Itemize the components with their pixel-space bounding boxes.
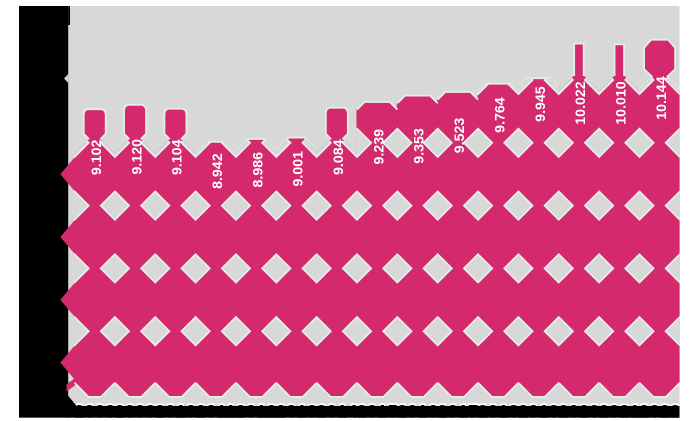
svg-text:9.239: 9.239 — [371, 129, 387, 165]
svg-text:2020: 2020 — [558, 401, 599, 421]
svg-text:2011: 2011 — [196, 401, 236, 421]
svg-text:9.120: 9.120 — [129, 139, 145, 175]
svg-text:9.102: 9.102 — [89, 140, 105, 176]
svg-text:9.523: 9.523 — [452, 118, 468, 154]
svg-text:2018: 2018 — [478, 401, 519, 421]
svg-text:2017: 2017 — [437, 401, 478, 421]
svg-text:10.144: 10.144 — [654, 76, 670, 120]
svg-text:2008: 2008 — [74, 401, 115, 421]
svg-text:2016: 2016 — [397, 401, 438, 421]
svg-text:2014: 2014 — [316, 401, 358, 421]
svg-text:2022: 2022 — [639, 401, 680, 421]
svg-text:2019: 2019 — [518, 401, 559, 421]
svg-text:9.001: 9.001 — [291, 151, 307, 187]
svg-text:8.942: 8.942 — [210, 153, 226, 189]
svg-text:9.104: 9.104 — [170, 139, 186, 175]
svg-text:2009: 2009 — [114, 401, 155, 421]
svg-text:9.764: 9.764 — [492, 97, 508, 133]
svg-text:9.353: 9.353 — [412, 128, 428, 164]
svg-text:8.986: 8.986 — [250, 152, 266, 188]
svg-text:9.945: 9.945 — [533, 86, 549, 122]
svg-text:2015: 2015 — [357, 401, 398, 421]
svg-text:2010: 2010 — [155, 401, 196, 421]
svg-text:10.010: 10.010 — [613, 81, 629, 125]
svg-text:10.022: 10.022 — [573, 81, 589, 125]
svg-text:2013: 2013 — [276, 401, 317, 421]
svg-text:2021: 2021 — [599, 401, 640, 421]
svg-text:9.084: 9.084 — [331, 139, 347, 175]
svg-text:2012: 2012 — [236, 401, 277, 421]
